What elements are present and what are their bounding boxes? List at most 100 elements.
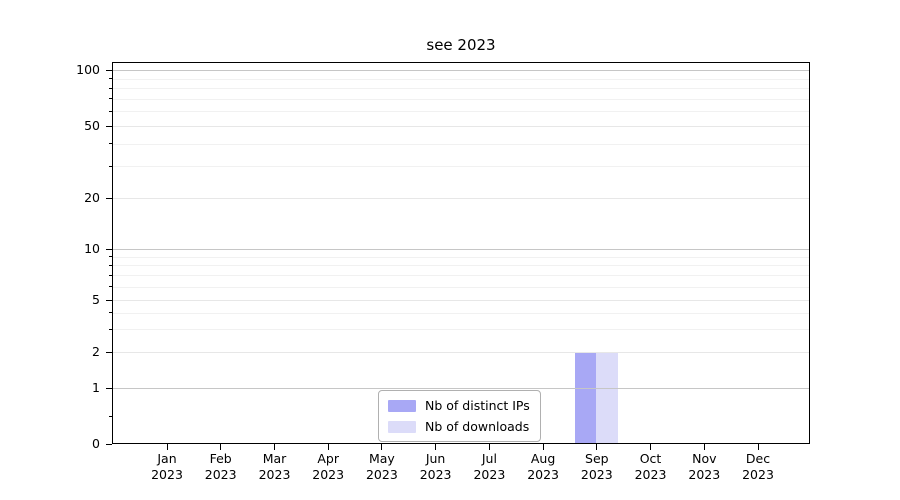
y-gridline-minor [113,88,809,89]
x-axis-tick [703,444,705,450]
x-tick-month: Feb [209,451,232,466]
bar-nb-of-distinct-ips [574,352,597,444]
x-tick-month: Sep [585,451,609,466]
legend-label: Nb of distinct IPs [425,398,530,413]
x-axis-tick [166,444,168,450]
legend-label: Nb of downloads [425,419,530,434]
x-axis-tick-label: Jan 2023 [135,451,199,482]
x-tick-month: Jul [481,451,497,466]
y-gridline [113,198,809,199]
x-tick-month: Aug [530,451,556,466]
legend-swatch-icon [388,399,416,412]
x-axis-tick-label: Dec 2023 [726,451,790,482]
x-axis-tick [757,444,759,450]
x-axis-tick [274,444,275,450]
y-axis-minor-tick [108,328,112,330]
y-gridline-minor [113,256,809,258]
x-tick-year: 2023 [634,466,667,482]
legend-item: Nb of downloads [388,418,530,435]
x-tick-year: 2023 [151,466,183,482]
x-axis-tick-label: May 2023 [350,451,414,482]
y-gridline-major [113,388,809,389]
x-axis-tick-label: Jun 2023 [404,451,468,482]
x-axis-tick-label: Mar 2023 [243,451,307,482]
x-tick-month: Mar [262,451,287,466]
y-gridline [113,300,809,301]
x-tick-month: Nov [692,451,717,466]
y-axis-tick [106,443,112,445]
y-axis-tick-label: 1 [92,380,100,395]
x-tick-year: 2023 [527,466,559,482]
legend-item: Nb of distinct IPs [388,397,530,414]
y-axis-tick-label: 100 [76,62,100,77]
y-gridline-minor [113,275,809,277]
y-axis-tick [106,351,112,353]
y-axis-tick-label: 10 [84,241,100,256]
x-tick-month: Oct [639,451,662,466]
x-axis-tick [488,444,490,450]
y-axis-minor-tick [108,98,112,100]
y-axis-minor-tick [108,286,112,288]
x-axis-tick-label: Feb 2023 [189,451,253,482]
x-tick-month: May [368,451,395,466]
legend: Nb of distinct IPs Nb of downloads [378,390,541,442]
y-axis-minor-tick [108,143,112,144]
x-axis-tick-label: Nov 2023 [672,451,736,482]
x-axis-tick [220,444,222,450]
chart-title: see 2023 [426,36,496,54]
x-axis-tick-label: Aug 2023 [511,451,575,482]
y-axis-tick [106,197,112,199]
y-gridline-minor [113,166,809,168]
y-axis-tick-label: 0 [92,436,100,451]
x-tick-year: 2023 [473,466,506,482]
y-gridline-minor [113,143,809,145]
x-axis-tick-label: Oct 2023 [619,451,683,482]
y-axis-tick [106,299,112,301]
x-axis-tick-label: Sep 2023 [565,451,629,482]
x-tick-year: 2023 [580,466,613,482]
y-axis-minor-tick [108,264,112,266]
x-axis-tick [542,444,544,450]
y-axis-minor-tick [108,312,112,314]
y-axis-minor-tick [108,78,112,79]
y-axis-tick [106,69,112,71]
y-axis-minor-tick [108,274,112,276]
y-gridline-minor [113,98,809,100]
y-gridline [113,352,809,353]
y-gridline-major [113,70,809,71]
y-axis-minor-tick [108,256,112,258]
y-gridline-minor [113,265,809,267]
y-axis-tick [106,125,112,127]
legend-swatch-icon [388,420,416,433]
y-axis-tick-label: 5 [92,292,100,307]
y-axis-minor-tick [108,110,112,112]
x-axis-tick [381,444,383,450]
x-tick-year: 2023 [312,466,345,482]
y-axis-tick-label: 50 [84,118,100,133]
y-gridline-minor [113,329,809,330]
x-tick-month: Jun [425,451,446,466]
y-gridline-minor [113,286,809,288]
x-tick-year: 2023 [204,466,237,482]
x-tick-year: 2023 [742,466,774,482]
x-tick-year: 2023 [365,466,398,482]
x-axis-tick-label: Jul 2023 [457,451,521,482]
x-axis-tick [596,444,598,450]
x-tick-year: 2023 [258,466,291,482]
x-axis-tick [327,444,329,450]
y-axis-tick-label: 20 [84,190,100,205]
y-gridline [113,126,809,127]
x-tick-month: Apr [317,451,339,466]
x-axis-tick [435,444,437,450]
x-tick-year: 2023 [419,466,452,482]
bar-nb-of-downloads [596,352,618,444]
x-tick-year: 2023 [688,466,721,482]
y-gridline-minor [113,111,809,113]
plot-area [112,62,810,444]
y-gridline-major [113,249,809,250]
y-axis-minor-tick [108,415,112,417]
y-axis-minor-tick [108,87,112,89]
x-tick-month: Jan [157,451,177,466]
y-gridline-minor [113,78,809,80]
